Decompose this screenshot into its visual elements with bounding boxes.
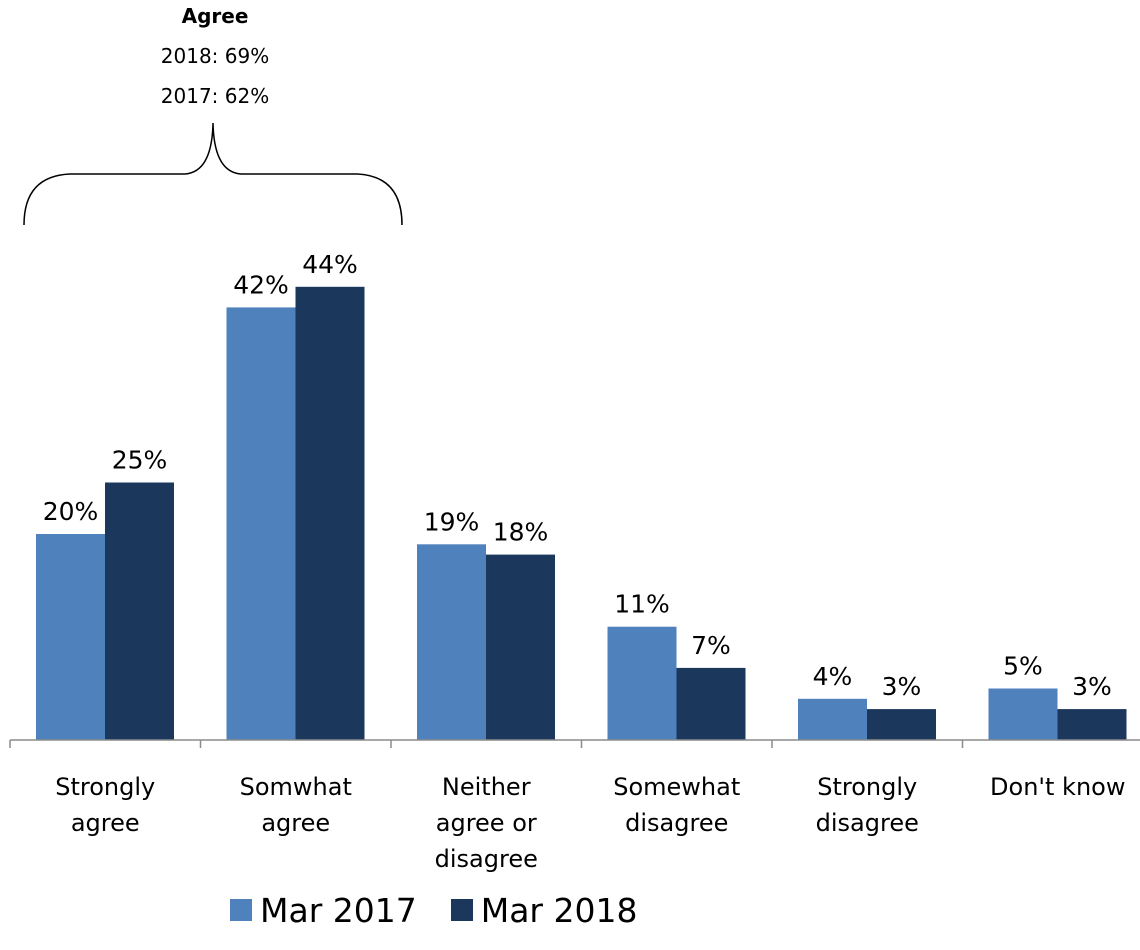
legend: Mar 2017 Mar 2018 xyxy=(230,884,671,936)
x-tick-label-1-1: agree xyxy=(261,809,330,837)
data-label-1-1: 44% xyxy=(302,250,358,279)
bar-0-1 xyxy=(105,482,174,740)
x-tick-label-4-1: disagree xyxy=(816,809,919,837)
x-tick-label-4-0: Strongly xyxy=(817,773,917,801)
legend-label-mar-2017: Mar 2017 xyxy=(260,890,417,930)
bar-3-1 xyxy=(676,667,746,740)
data-label-2-1: 18% xyxy=(493,518,549,547)
data-label-3-1: 7% xyxy=(691,631,731,660)
legend-swatch-mar-2018 xyxy=(450,899,473,921)
data-label-2-0: 19% xyxy=(424,507,480,536)
data-label-0-0: 20% xyxy=(43,497,99,526)
x-tick-label-2-0: Neither xyxy=(442,773,531,801)
bar-chart: 20% 42% 19% 11% 4% 5% 25% 44% 18% 7% 3% 3% Strongly a… xyxy=(9,122,1140,873)
x-tick-label-2-2: disagree xyxy=(435,845,538,873)
bar-2-0 xyxy=(417,544,486,740)
data-label-4-0: 4% xyxy=(813,662,853,691)
bar-5-0 xyxy=(988,688,1058,740)
agree-annotation-title: Agree xyxy=(181,4,249,28)
x-tick-label-0-0: Strongly xyxy=(55,773,155,801)
data-label-5-1: 3% xyxy=(1072,672,1112,701)
legend-label-mar-2018: Mar 2018 xyxy=(480,890,638,930)
x-tick-label-2-1: agree or xyxy=(436,809,537,837)
bar-0-0 xyxy=(36,534,105,740)
agree-annotation-2018: 2018: 69% xyxy=(160,44,270,68)
agree-annotation-2017: 2017: 62% xyxy=(160,84,270,108)
bar-1-0 xyxy=(226,307,296,740)
bar-1-1 xyxy=(295,286,365,740)
x-tick-label-1-0: Somwhat xyxy=(240,773,352,801)
x-tick-label-5-0: Don't know xyxy=(990,773,1125,801)
bar-5-1 xyxy=(1057,709,1127,740)
data-label-4-1: 3% xyxy=(882,672,922,701)
x-tick-label-3-1: disagree xyxy=(625,809,728,837)
x-tick-label-0-1: agree xyxy=(71,809,140,837)
x-tick-label-3-0: Somewhat xyxy=(613,773,740,801)
agree-bracket xyxy=(23,122,403,226)
data-label-5-0: 5% xyxy=(1003,652,1043,681)
bar-4-1 xyxy=(867,709,936,740)
data-label-3-0: 11% xyxy=(614,590,670,619)
data-label-1-0: 42% xyxy=(233,270,289,299)
legend-item-mar-2018: Mar 2018 xyxy=(450,890,638,930)
bar-4-0 xyxy=(798,698,867,740)
bar-3-0 xyxy=(607,626,677,740)
bar-2-1 xyxy=(486,554,555,740)
data-label-0-1: 25% xyxy=(112,446,168,475)
legend-swatch-mar-2017 xyxy=(230,899,252,921)
legend-item-mar-2017: Mar 2017 xyxy=(230,891,417,930)
